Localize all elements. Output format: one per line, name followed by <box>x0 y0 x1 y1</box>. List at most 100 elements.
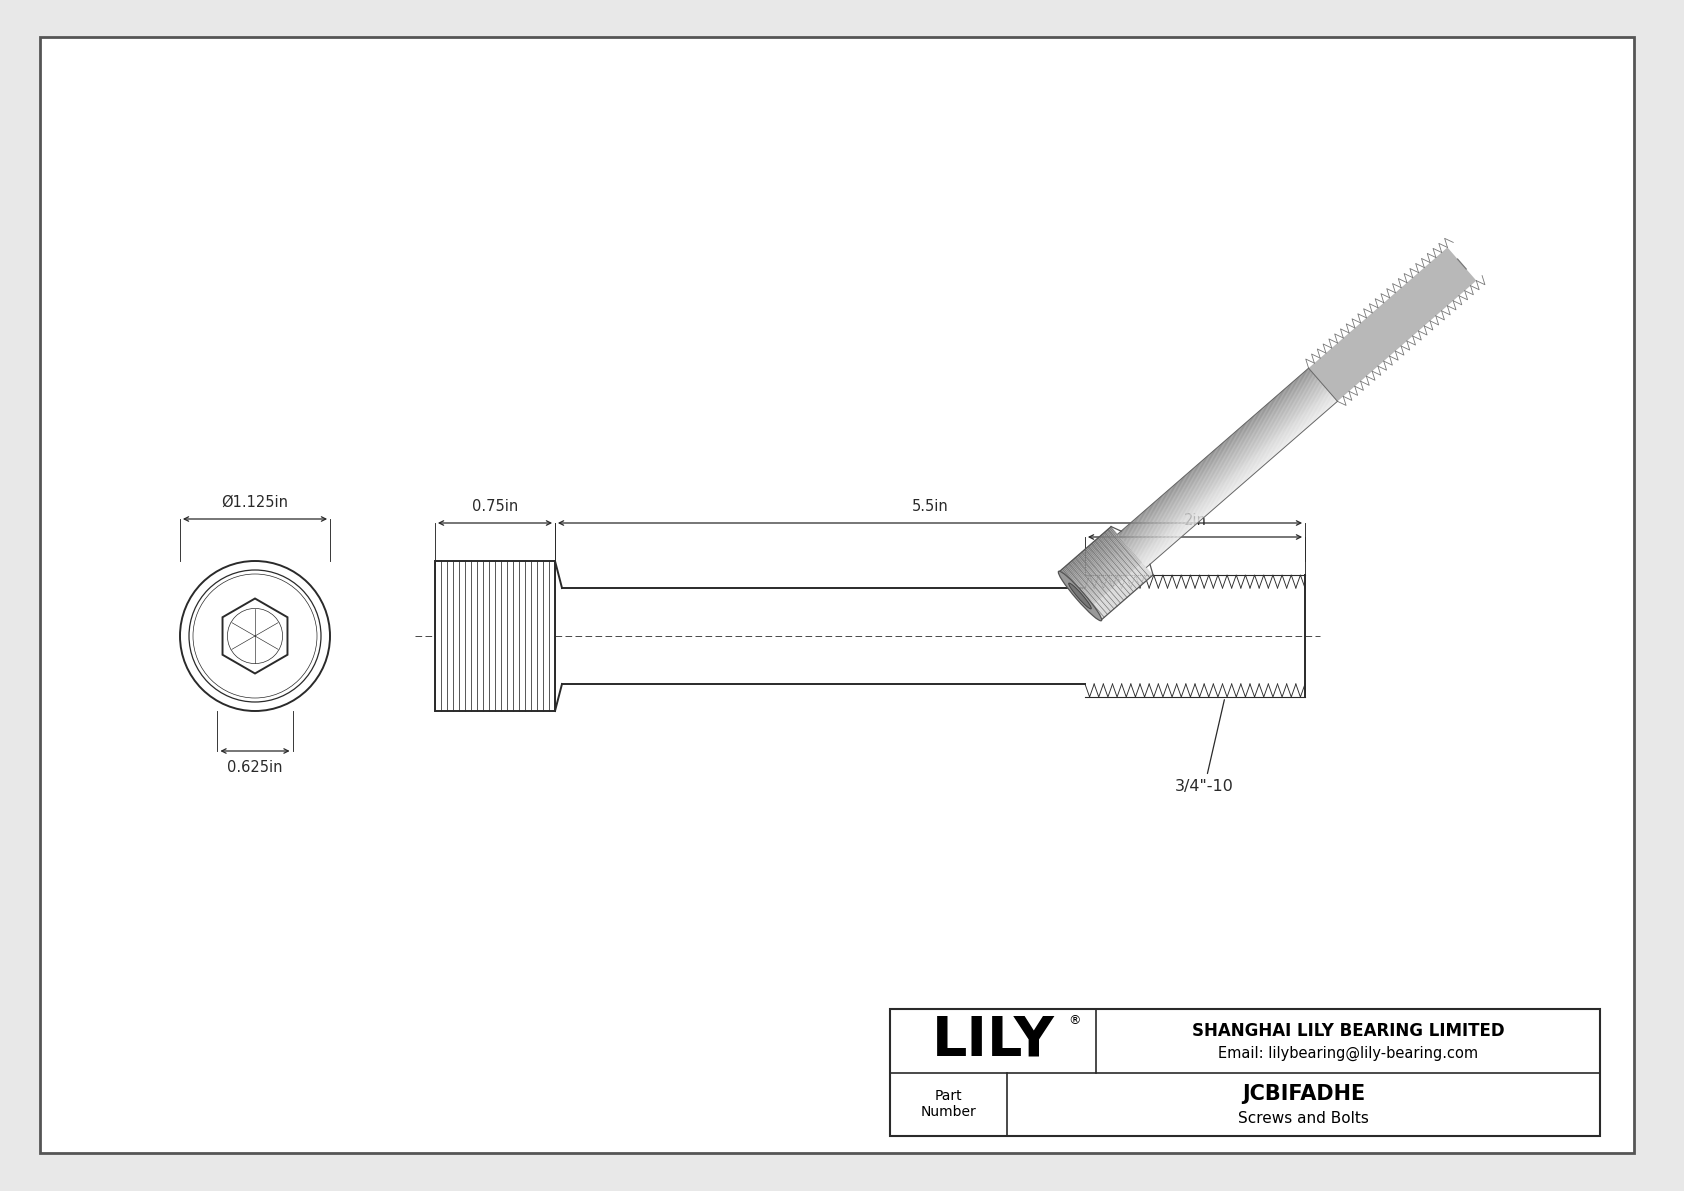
Text: 5.5in: 5.5in <box>911 499 948 515</box>
Polygon shape <box>1078 549 1132 596</box>
Circle shape <box>194 574 317 698</box>
Polygon shape <box>1086 557 1138 604</box>
Polygon shape <box>1133 386 1325 553</box>
Polygon shape <box>1093 566 1145 611</box>
Polygon shape <box>1081 553 1135 599</box>
Ellipse shape <box>1058 572 1101 621</box>
Polygon shape <box>1084 555 1137 601</box>
Circle shape <box>189 570 322 701</box>
Polygon shape <box>1128 380 1320 547</box>
Polygon shape <box>1122 372 1312 538</box>
Polygon shape <box>1064 532 1116 579</box>
Polygon shape <box>1130 382 1322 549</box>
Polygon shape <box>1078 548 1130 594</box>
Polygon shape <box>1061 529 1113 575</box>
Polygon shape <box>1145 400 1337 567</box>
Polygon shape <box>1100 573 1152 619</box>
Polygon shape <box>1142 395 1332 562</box>
Polygon shape <box>1088 561 1142 606</box>
Polygon shape <box>1096 569 1148 616</box>
Polygon shape <box>1063 531 1116 578</box>
Text: Email: lilybearing@lily-bearing.com: Email: lilybearing@lily-bearing.com <box>1218 1046 1479 1061</box>
Text: 2in: 2in <box>1184 513 1206 528</box>
Polygon shape <box>1123 375 1315 542</box>
Circle shape <box>227 609 283 663</box>
Polygon shape <box>1140 394 1332 561</box>
Text: JCBIFADHE: JCBIFADHE <box>1243 1084 1366 1104</box>
Polygon shape <box>1130 381 1320 548</box>
Circle shape <box>180 561 330 711</box>
Polygon shape <box>1133 387 1325 554</box>
Polygon shape <box>1128 380 1319 547</box>
Polygon shape <box>1073 542 1125 588</box>
Polygon shape <box>1096 570 1150 616</box>
Polygon shape <box>1137 389 1327 556</box>
Polygon shape <box>1145 400 1337 567</box>
Polygon shape <box>1090 561 1142 607</box>
Polygon shape <box>1118 369 1310 536</box>
Text: LILY: LILY <box>931 1014 1054 1068</box>
Polygon shape <box>1143 399 1335 566</box>
Polygon shape <box>1068 536 1120 582</box>
Polygon shape <box>1132 385 1324 551</box>
Polygon shape <box>1068 537 1122 584</box>
Polygon shape <box>1125 376 1317 543</box>
Polygon shape <box>1064 534 1118 580</box>
Polygon shape <box>1132 384 1324 550</box>
Polygon shape <box>1076 547 1130 593</box>
Polygon shape <box>1071 541 1125 587</box>
Polygon shape <box>1100 574 1154 621</box>
Polygon shape <box>1120 372 1312 538</box>
Polygon shape <box>1079 550 1132 596</box>
Polygon shape <box>1123 375 1315 542</box>
Polygon shape <box>1118 369 1310 536</box>
Polygon shape <box>1083 555 1137 600</box>
Polygon shape <box>1123 374 1314 541</box>
Polygon shape <box>1095 568 1148 615</box>
Ellipse shape <box>1069 584 1091 609</box>
Polygon shape <box>1093 566 1147 612</box>
Text: 3/4"-10: 3/4"-10 <box>1175 699 1234 794</box>
Polygon shape <box>1084 556 1138 603</box>
Text: Part
Number: Part Number <box>921 1089 977 1120</box>
Polygon shape <box>1127 378 1319 544</box>
Polygon shape <box>1098 570 1150 617</box>
Polygon shape <box>1066 535 1120 581</box>
Polygon shape <box>1122 374 1314 540</box>
Polygon shape <box>1135 388 1327 555</box>
Text: 0.625in: 0.625in <box>227 760 283 775</box>
Polygon shape <box>1091 563 1143 610</box>
Polygon shape <box>1063 530 1115 576</box>
Polygon shape <box>1066 535 1118 580</box>
Polygon shape <box>1073 543 1127 590</box>
Text: Ø1.125in: Ø1.125in <box>222 495 288 510</box>
Polygon shape <box>1059 528 1113 574</box>
Text: 0.75in: 0.75in <box>472 499 519 515</box>
Polygon shape <box>1143 398 1334 565</box>
Polygon shape <box>1135 387 1325 554</box>
Polygon shape <box>1086 559 1140 605</box>
Bar <box>434 561 556 711</box>
Polygon shape <box>1069 540 1123 585</box>
Polygon shape <box>1138 392 1329 559</box>
Polygon shape <box>1137 391 1329 556</box>
Text: ®: ® <box>1069 1015 1081 1028</box>
Polygon shape <box>1079 550 1133 597</box>
Polygon shape <box>1122 373 1314 540</box>
Polygon shape <box>1138 393 1330 560</box>
Text: SHANGHAI LILY BEARING LIMITED: SHANGHAI LILY BEARING LIMITED <box>1192 1022 1504 1040</box>
Polygon shape <box>1074 545 1128 591</box>
Polygon shape <box>1076 545 1128 592</box>
Polygon shape <box>1308 248 1477 401</box>
Polygon shape <box>1132 384 1322 550</box>
Polygon shape <box>1130 382 1322 549</box>
Polygon shape <box>1138 392 1330 559</box>
Polygon shape <box>1133 386 1324 553</box>
Text: Screws and Bolts: Screws and Bolts <box>1238 1111 1369 1125</box>
Polygon shape <box>1145 399 1337 566</box>
Polygon shape <box>1143 398 1335 565</box>
Polygon shape <box>1118 368 1308 535</box>
Polygon shape <box>1140 394 1332 561</box>
Polygon shape <box>1120 370 1310 537</box>
Polygon shape <box>1081 551 1133 598</box>
